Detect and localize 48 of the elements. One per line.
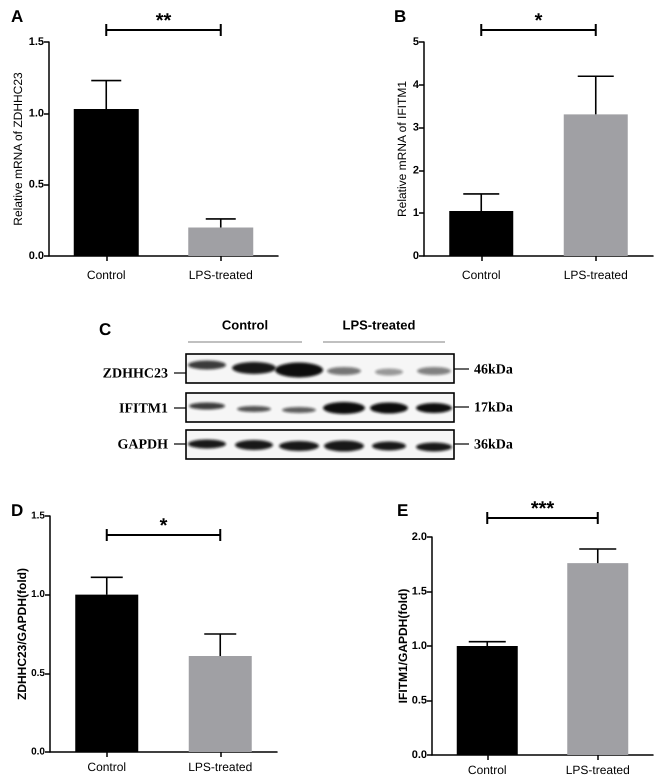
x-tick-label: LPS-treated bbox=[566, 763, 630, 777]
y-tick-label: 5 bbox=[412, 36, 419, 48]
y-tick-label: 1.5 bbox=[31, 510, 46, 522]
y-tick-label: 0.0 bbox=[412, 749, 427, 761]
y-axis-title: IFITM1/GAPDH(fold) bbox=[396, 588, 410, 704]
x-tick-label: Control bbox=[468, 763, 507, 777]
y-tick-label: 1.5 bbox=[28, 36, 44, 48]
text: ** bbox=[156, 10, 172, 32]
y-axis-title: Relative mRNA of IFITM1 bbox=[395, 80, 409, 218]
y-tick-label: 0.0 bbox=[31, 746, 46, 758]
y-tick-label: 1.0 bbox=[31, 589, 46, 600]
text: *** bbox=[530, 498, 554, 520]
chart-title: E bbox=[397, 501, 408, 520]
x-tick-label: LPS-treated bbox=[564, 268, 628, 282]
chart-title: D bbox=[11, 501, 24, 520]
chart-title: A bbox=[11, 7, 24, 26]
x-tick-label: LPS-treated bbox=[188, 268, 253, 282]
x-tick-label: LPS-treated bbox=[188, 760, 252, 774]
y-axis-title: Relative mRNA of ZDHHC23 bbox=[11, 72, 25, 226]
text: GAPDH bbox=[117, 438, 168, 452]
y-tick-label: 1.0 bbox=[412, 640, 427, 652]
y-tick-label: 2.0 bbox=[412, 531, 427, 543]
y-axis-title: ZDHHC23/GAPDH(fold) bbox=[15, 568, 29, 700]
text: 46kDa bbox=[474, 362, 513, 378]
y-tick-label: 0.5 bbox=[412, 694, 427, 706]
y-tick-label: 1.5 bbox=[412, 586, 427, 598]
y-tick-label: 2 bbox=[412, 164, 419, 176]
y-tick-label: 0.0 bbox=[28, 250, 44, 262]
annotation: * bbox=[160, 515, 168, 537]
y-tick-label: 1 bbox=[412, 207, 419, 220]
y-tick-label: 0.5 bbox=[28, 178, 44, 191]
y-tick-label: 0 bbox=[412, 250, 419, 262]
text: 36kDa bbox=[474, 438, 513, 452]
y-tick-label: 0.5 bbox=[31, 668, 46, 679]
text: LPS-treated bbox=[342, 318, 416, 332]
text: 17kDa bbox=[474, 400, 513, 416]
y-tick-label: 3 bbox=[412, 122, 419, 134]
text: C bbox=[99, 320, 112, 339]
y-tick-label: 4 bbox=[412, 78, 420, 91]
x-tick-label: Control bbox=[86, 268, 126, 282]
x-tick-label: Control bbox=[462, 268, 501, 282]
x-tick-label: Control bbox=[87, 760, 126, 774]
text: Control bbox=[222, 318, 268, 332]
text: IFITM1 bbox=[119, 402, 168, 416]
text: ZDHHC23 bbox=[102, 366, 168, 382]
chart-title: B bbox=[394, 7, 406, 26]
text: * bbox=[534, 10, 543, 32]
y-tick-label: 1.0 bbox=[28, 107, 44, 120]
